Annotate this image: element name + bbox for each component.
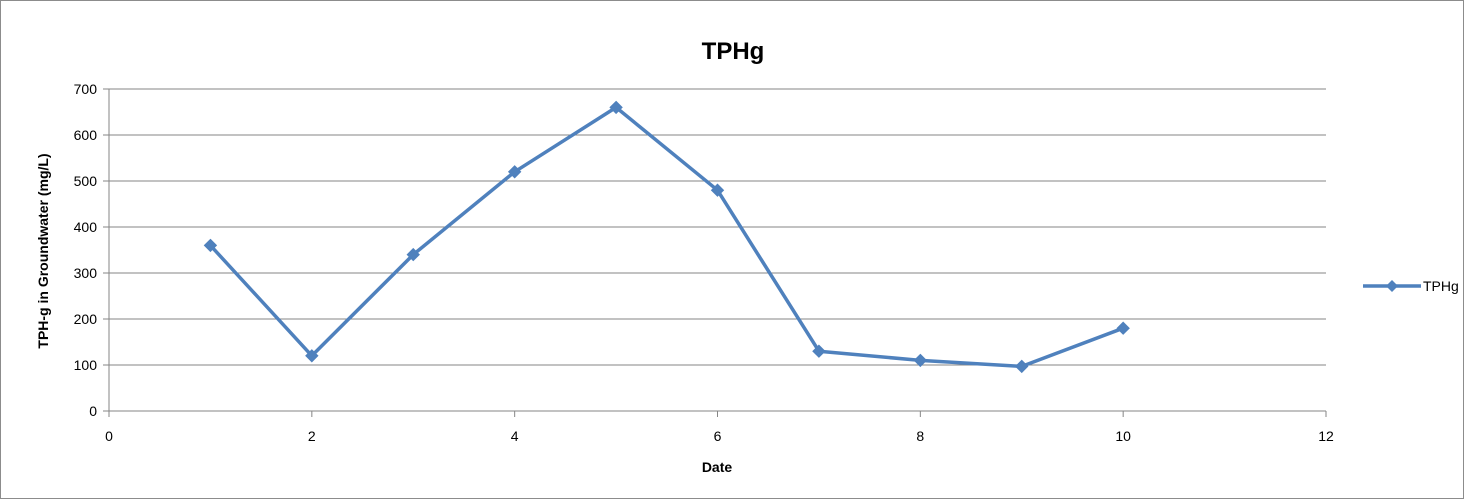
tick-labels: 0 100 200 300 400 500 600 700 0 2 4 6 8 10 12 bbox=[74, 81, 1334, 444]
x-tick-label: 4 bbox=[511, 428, 519, 444]
x-tick-label: 2 bbox=[308, 428, 316, 444]
y-axis-title: TPH-g in Groundwater (mg/L) bbox=[35, 153, 51, 348]
data-point-marker bbox=[305, 349, 319, 363]
y-tick-label: 500 bbox=[74, 173, 98, 189]
legend-marker bbox=[1386, 280, 1398, 292]
x-axis-title: Date bbox=[702, 459, 733, 475]
data-point-marker bbox=[1116, 321, 1130, 335]
y-tick-label: 0 bbox=[89, 403, 97, 419]
x-tick-label: 10 bbox=[1115, 428, 1131, 444]
data-point-marker bbox=[609, 100, 623, 115]
x-tick-label: 8 bbox=[916, 428, 924, 444]
x-tick-label: 12 bbox=[1318, 428, 1334, 444]
data-point-marker bbox=[406, 247, 420, 262]
x-tick-label: 6 bbox=[714, 428, 722, 444]
y-tick-label: 300 bbox=[74, 265, 98, 281]
series-line bbox=[209, 105, 1124, 369]
data-point-marker bbox=[1015, 359, 1029, 374]
y-tick-label: 600 bbox=[74, 127, 98, 143]
data-point-marker bbox=[203, 238, 218, 253]
data-point-marker bbox=[507, 165, 522, 179]
x-tick-label: 0 bbox=[105, 428, 113, 444]
data-point-marker bbox=[913, 353, 928, 368]
chart-title: TPHg bbox=[702, 38, 765, 65]
gridlines bbox=[109, 88, 1326, 366]
data-point-marker bbox=[710, 183, 725, 197]
legend: TPHg bbox=[1363, 278, 1459, 294]
y-tick-label: 700 bbox=[74, 81, 98, 97]
data-series bbox=[203, 100, 1130, 374]
axes bbox=[103, 88, 1327, 417]
y-tick-label: 100 bbox=[74, 357, 98, 373]
y-tick-label: 200 bbox=[74, 311, 98, 327]
y-tick-label: 400 bbox=[74, 219, 98, 235]
legend-label: TPHg bbox=[1423, 278, 1459, 294]
data-point-marker bbox=[812, 344, 826, 358]
